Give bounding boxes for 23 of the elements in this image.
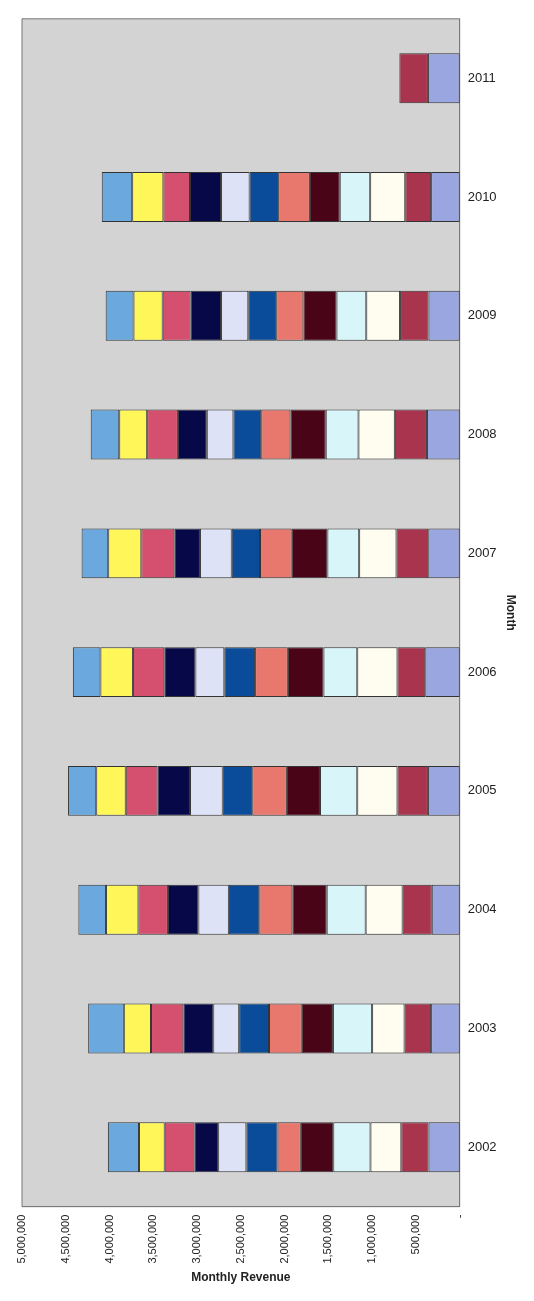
- y-tick-label: 2007: [467, 544, 497, 560]
- x-axis-title: Monthly Revenue: [191, 1270, 291, 1285]
- x-tick-label: 4,500,000: [58, 1214, 71, 1264]
- y-tick-label: 2010: [467, 188, 497, 204]
- x-tick-label: 500,000: [408, 1214, 421, 1255]
- y-tick-label: 2006: [467, 663, 497, 679]
- y-tick-label: 2002: [467, 1138, 497, 1154]
- x-tick-label: 2,500,000: [233, 1214, 246, 1264]
- x-tick-label: 1,500,000: [321, 1214, 334, 1264]
- x-tick-label: -: [452, 1214, 465, 1219]
- y-tick-label: 2009: [467, 307, 497, 323]
- x-tick-label: 2,000,000: [277, 1214, 290, 1264]
- x-tick-label: 3,000,000: [190, 1214, 203, 1264]
- y-tick-label: 2005: [467, 782, 497, 798]
- x-tick-label: 4,000,000: [102, 1214, 115, 1264]
- x-tick-label: 5,000,000: [15, 1214, 28, 1264]
- y-tick-label: 2011: [467, 69, 496, 85]
- y-tick-label: 2003: [467, 1020, 497, 1036]
- x-tick-label: 1,000,000: [365, 1214, 378, 1264]
- y-axis-title: Month: [504, 594, 519, 631]
- x-tick-label: 3,500,000: [146, 1214, 159, 1264]
- y-tick-label: 2008: [467, 426, 497, 442]
- y-tick-label: 2004: [467, 901, 497, 917]
